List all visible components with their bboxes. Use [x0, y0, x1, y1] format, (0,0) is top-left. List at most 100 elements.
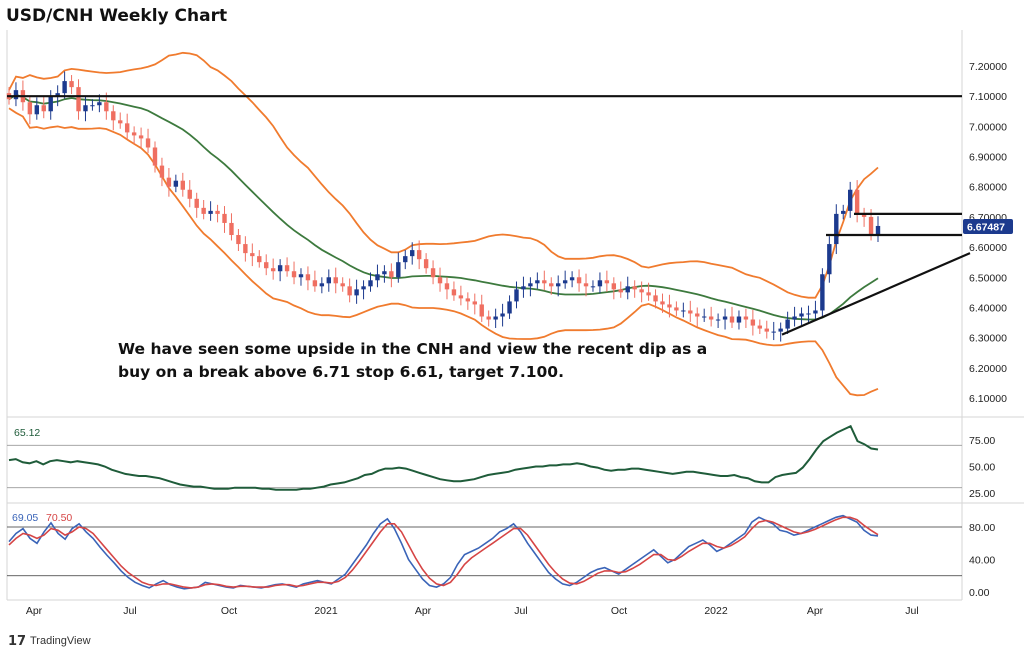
candle-body	[396, 262, 401, 278]
price-tick-label: 7.00000	[969, 121, 1007, 133]
candles	[6, 71, 881, 342]
candle-body	[799, 313, 804, 317]
candle-body	[535, 280, 540, 284]
price-tick-label: 6.10000	[969, 393, 1007, 405]
candle-body	[639, 289, 644, 293]
candle-body	[208, 210, 213, 214]
candle-body	[486, 316, 491, 320]
candle-body	[514, 289, 519, 302]
time-tick-label: Oct	[221, 605, 237, 617]
candle-body	[625, 286, 630, 293]
rsi-tick-label: 25.00	[969, 488, 995, 500]
candle-body	[423, 259, 429, 269]
candle-body	[681, 310, 686, 312]
candle-body	[847, 189, 853, 211]
price-tick-label: 6.80000	[969, 182, 1007, 194]
candle-body	[361, 286, 366, 290]
candle-body	[159, 165, 165, 178]
candle-body	[236, 235, 241, 245]
candle-body	[291, 271, 297, 278]
uptrend-line	[781, 252, 971, 336]
candle-body	[702, 316, 707, 318]
candle-body	[145, 138, 151, 148]
candle-body	[521, 286, 526, 290]
candle-body	[104, 102, 109, 112]
panel-frames	[6, 30, 1024, 601]
candle-body	[722, 316, 728, 320]
candle-body	[834, 213, 839, 245]
price-tick-label: 6.90000	[969, 152, 1007, 164]
candle-body	[750, 319, 756, 326]
candle-body	[569, 277, 575, 281]
candle-body	[284, 265, 290, 272]
rsi-value-label: 65.12	[14, 427, 40, 439]
candle-body	[549, 283, 554, 287]
candle-body	[250, 253, 255, 257]
candle-body	[187, 189, 192, 199]
middle-band-line	[8, 93, 879, 321]
candle-body	[458, 295, 464, 299]
time-tick-label: 2022	[704, 605, 728, 617]
candle-body	[778, 328, 783, 332]
candle-body	[138, 135, 144, 139]
candle-body	[597, 280, 603, 287]
stoch-tick-label: 40.00	[969, 555, 995, 567]
rsi-line	[8, 424, 879, 491]
candle-body	[298, 274, 304, 278]
candle-body	[403, 256, 408, 263]
candle-body	[729, 316, 735, 323]
candle-body	[118, 120, 123, 124]
candle-body	[194, 198, 199, 208]
candle-body	[854, 189, 860, 214]
candle-body	[444, 283, 450, 290]
candle-body	[319, 283, 325, 287]
time-tick-label: 2021	[314, 605, 338, 617]
candle-body	[472, 301, 477, 305]
time-tick-label: Apr	[415, 605, 432, 617]
candle-body	[48, 96, 53, 112]
candle-body	[416, 250, 422, 260]
candle-body	[215, 210, 220, 214]
chart-title: USD/CNH Weekly Chart	[6, 6, 227, 26]
candle-body	[201, 207, 206, 214]
candle-body	[632, 286, 637, 290]
candle-body	[375, 274, 380, 281]
candle-body	[451, 289, 457, 296]
candle-body	[604, 280, 610, 284]
candle-body	[382, 271, 387, 275]
candle-body	[576, 277, 582, 284]
tradingview-logo: 17 TradingView	[8, 634, 91, 649]
candle-body	[590, 286, 596, 288]
price-tick-label: 7.20000	[969, 61, 1007, 73]
candle-body	[841, 210, 846, 214]
candle-body	[222, 213, 227, 223]
candle-body	[152, 147, 158, 166]
candle-body	[708, 316, 714, 320]
price-tick-label: 7.10000	[969, 91, 1007, 103]
candle-body	[813, 310, 818, 314]
tradingview-logo-icon: 17	[8, 634, 26, 649]
time-tick-label: Jul	[514, 605, 527, 617]
candle-body	[674, 307, 679, 311]
candle-body	[562, 280, 568, 284]
time-tick-label: Apr	[26, 605, 43, 617]
candle-body	[736, 316, 742, 323]
candle-body	[660, 301, 665, 305]
candle-body	[166, 177, 172, 187]
candle-body	[618, 289, 623, 293]
candle-body	[437, 277, 443, 284]
candle-body	[771, 331, 776, 333]
candle-body	[264, 262, 269, 269]
candle-body	[868, 216, 874, 236]
candle-body	[743, 316, 749, 320]
upper-band-line	[8, 51, 879, 299]
candle-body	[124, 123, 130, 133]
candle-body	[257, 256, 262, 263]
candle-body	[861, 213, 867, 217]
candle-body	[507, 301, 512, 314]
candle-body	[785, 319, 790, 329]
stoch-tick-label: 80.00	[969, 522, 995, 534]
candle-body	[305, 274, 311, 281]
candle-body	[97, 102, 102, 106]
last-price-tag: 6.67487	[963, 219, 1013, 234]
